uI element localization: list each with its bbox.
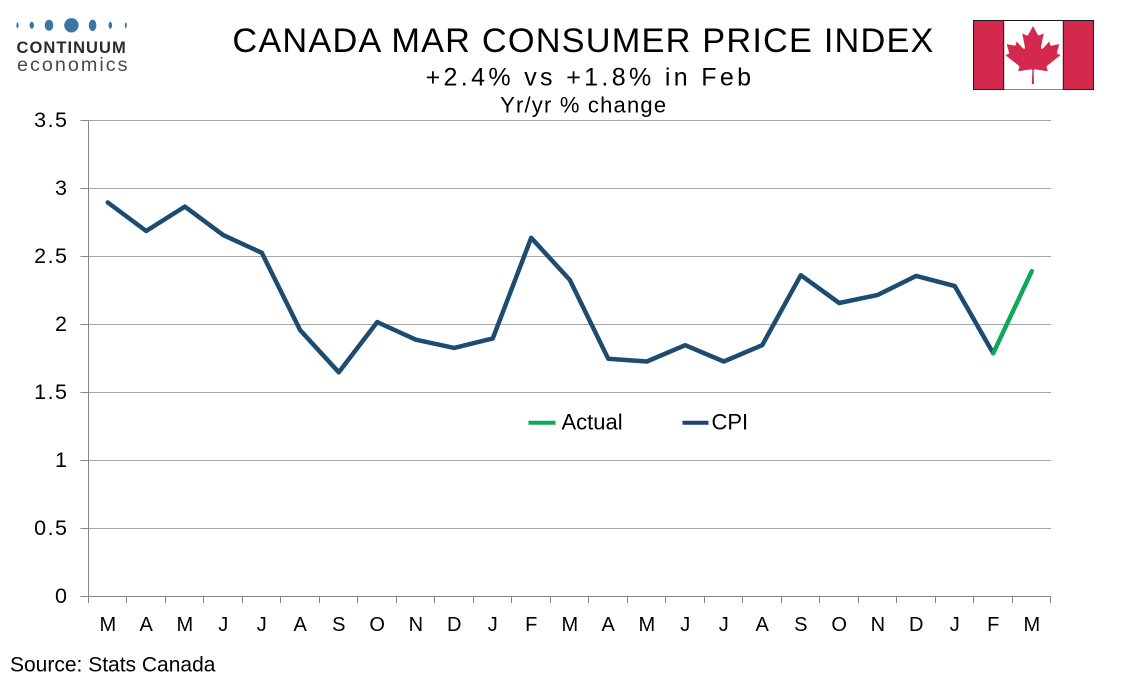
svg-text:N: N [409,614,423,636]
svg-text:M: M [1023,614,1040,636]
svg-text:M: M [176,614,193,636]
svg-text:A: A [294,614,308,636]
svg-text:Actual: Actual [562,410,623,435]
svg-text:J: J [950,614,960,636]
svg-text:M: M [638,614,655,636]
svg-text:1.5: 1.5 [34,380,68,404]
svg-text:Source: Stats Canada: Source: Stats Canada [10,654,216,677]
svg-text:economics: economics [17,54,130,76]
svg-text:+2.4% vs +1.8% in Feb: +2.4% vs +1.8% in Feb [426,64,755,92]
svg-text:0.5: 0.5 [34,516,68,540]
svg-text:J: J [719,614,729,636]
svg-text:Yr/yr % change: Yr/yr % change [500,93,667,118]
svg-text:CPI: CPI [712,410,749,435]
svg-text:J: J [488,614,498,636]
svg-text:M: M [99,614,116,636]
svg-text:A: A [602,614,616,636]
svg-text:S: S [332,614,345,636]
svg-text:A: A [756,614,770,636]
svg-text:CANADA MAR CONSUMER PRICE INDE: CANADA MAR CONSUMER PRICE INDEX [232,22,934,60]
svg-text:2: 2 [55,312,68,336]
svg-text:J: J [257,614,267,636]
svg-text:2.5: 2.5 [34,244,68,268]
svg-text:3: 3 [55,176,68,200]
svg-text:A: A [140,614,154,636]
svg-text:O: O [831,614,847,636]
svg-text:S: S [794,614,807,636]
svg-text:D: D [447,614,461,636]
svg-text:F: F [987,614,999,636]
svg-text:1: 1 [55,448,68,472]
svg-text:3.5: 3.5 [34,108,68,132]
svg-text:N: N [871,614,885,636]
svg-text:CONTINUUM: CONTINUUM [17,39,127,57]
svg-text:F: F [525,614,537,636]
svg-text:0: 0 [55,584,68,608]
svg-text:J: J [218,614,228,636]
svg-text:D: D [909,614,923,636]
svg-text:O: O [369,614,385,636]
svg-text:M: M [561,614,578,636]
svg-text:J: J [680,614,690,636]
